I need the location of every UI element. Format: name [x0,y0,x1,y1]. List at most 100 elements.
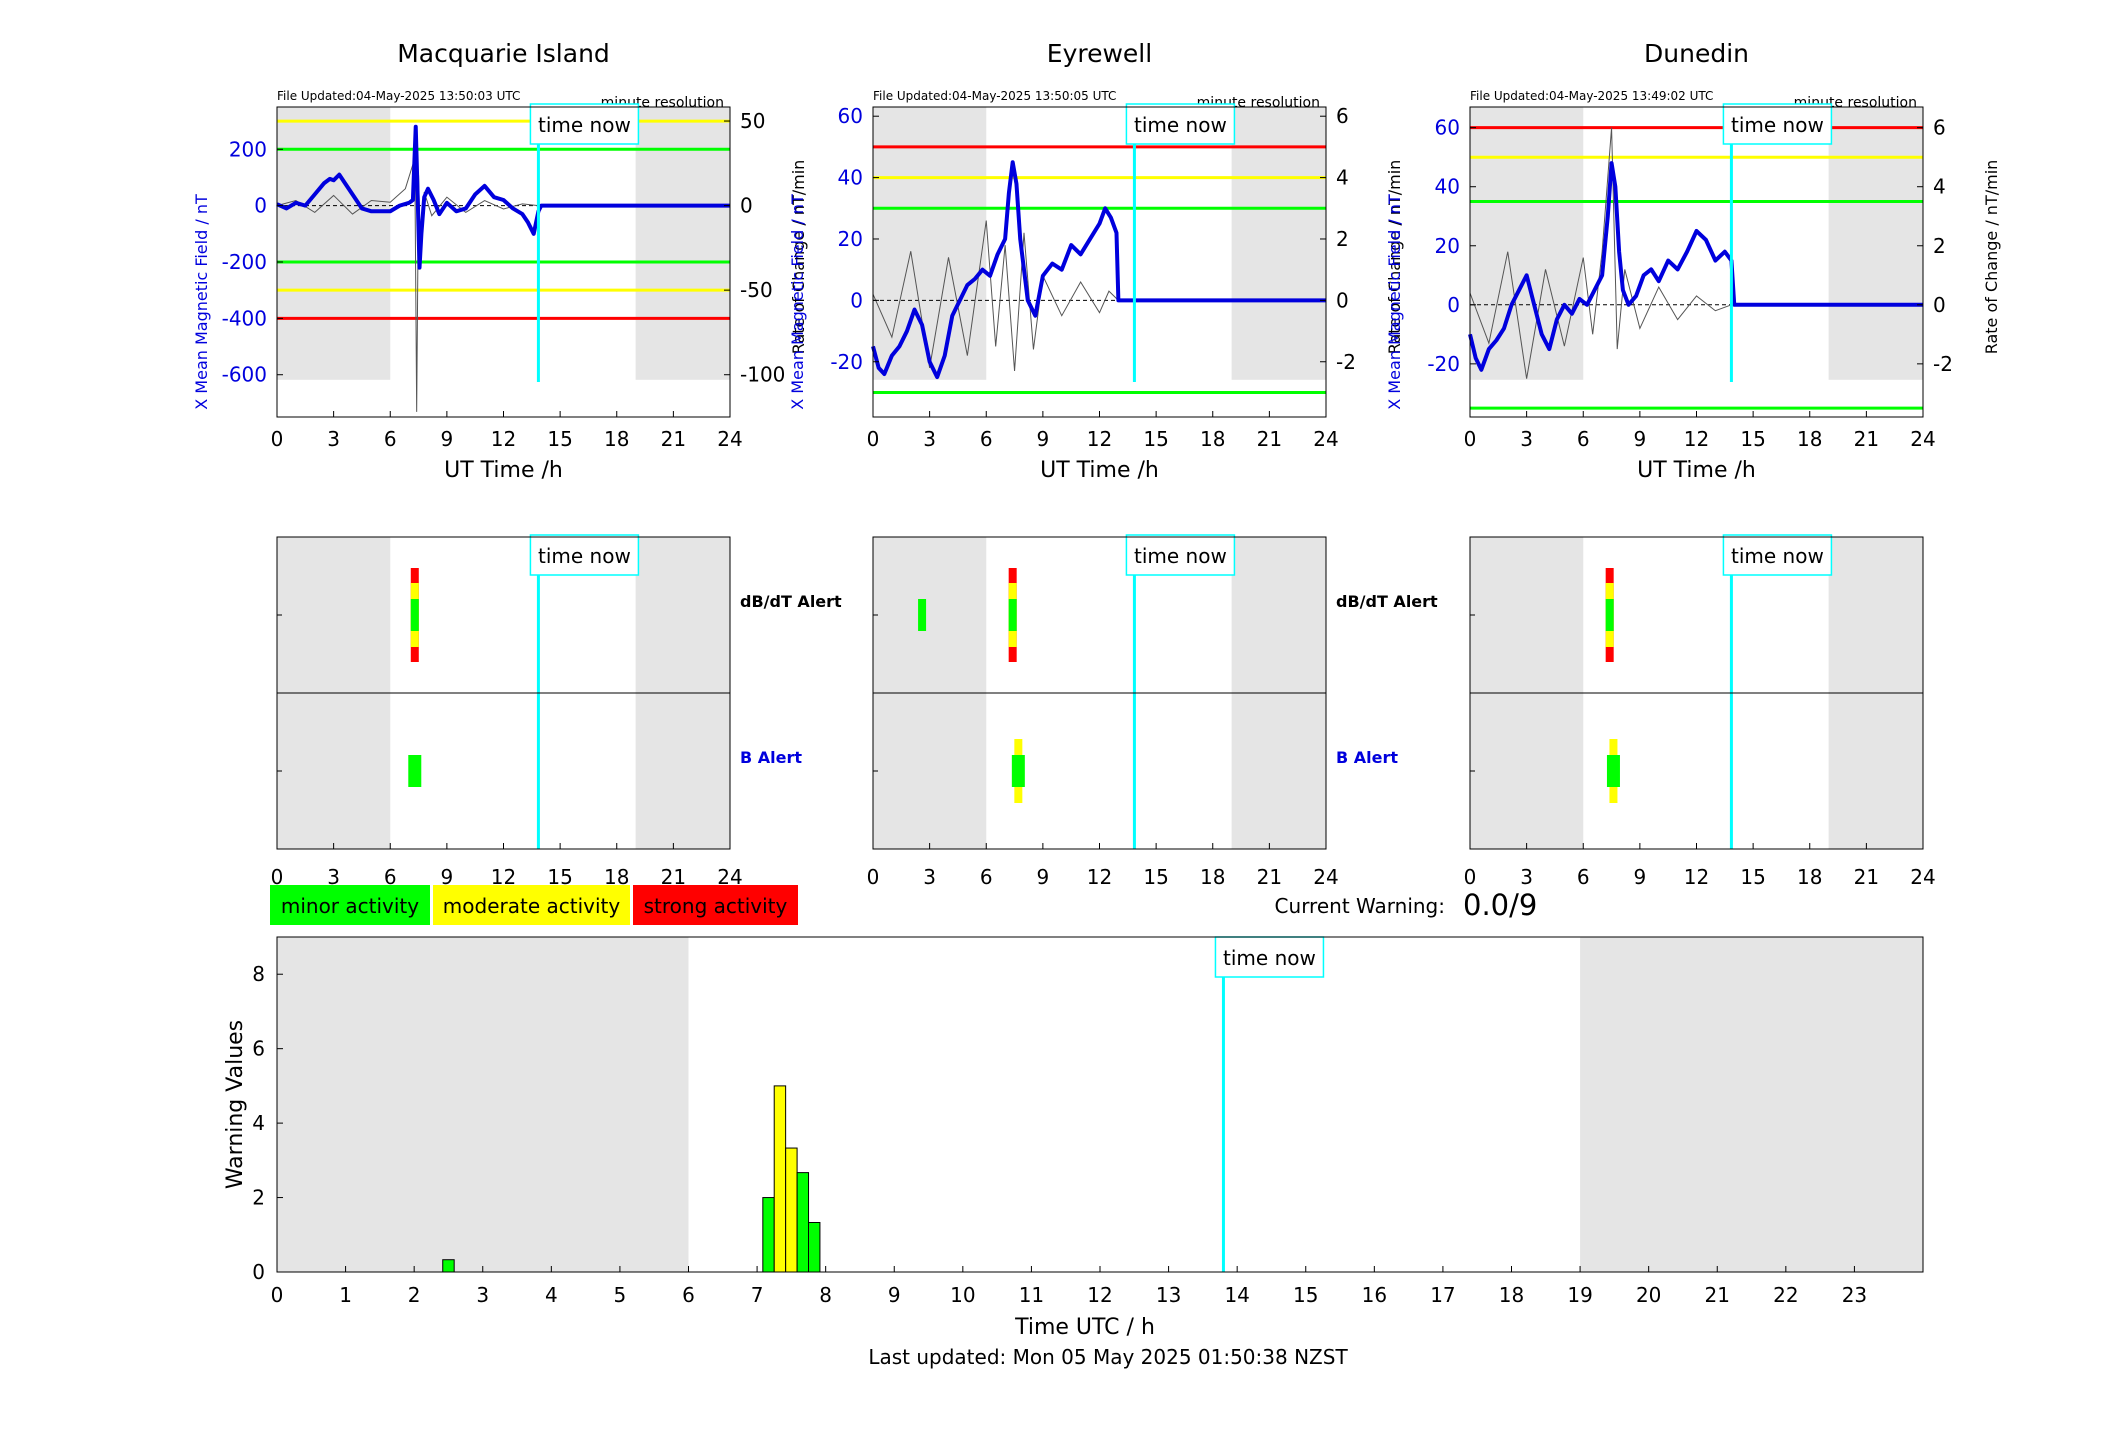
y-right-tick-label: -2 [1336,350,1356,374]
time-now-label-text: time now [1223,946,1316,970]
dbdt-alert-mark-green [1008,599,1017,631]
y-left-tick-label: -200 [222,250,267,274]
x-tick-label: 12 [1087,427,1112,451]
x-tick-label: 24 [1910,865,1935,889]
station-title: Eyrewell [1047,39,1152,68]
night-shading [1470,107,1584,380]
x-tick-label: 2 [408,1283,421,1307]
magnetic-field-series [871,160,1326,380]
time-now-label-text: time now [1731,544,1824,568]
magnetic-field-series [276,124,730,270]
x-tick-label: 6 [384,427,397,451]
warning-bar-0 [442,1259,455,1273]
y-left-tick-label: 0 [850,288,863,312]
x-tick-label: 9 [441,865,454,889]
current-warning-label: Current Warning: [1275,894,1445,918]
y-tick-label: 2 [252,1186,265,1210]
x-tick-label: 3 [923,865,936,889]
x-tick-label: 6 [1577,427,1590,451]
x-tick-label: 21 [1705,1283,1730,1307]
x-tick-label: 15 [1293,1283,1318,1307]
x-tick-label: 16 [1362,1283,1387,1307]
x-tick-label: 24 [1313,427,1338,451]
x-tick-label: 15 [547,427,572,451]
legend-label-1: moderate activity [443,894,621,918]
x-tick-label: 24 [717,427,742,451]
y-tick-label: 0 [252,1260,265,1284]
x-tick-label: 20 [1636,1283,1661,1307]
x-tick-label: 21 [1257,865,1282,889]
time-now-label-box [1125,534,1236,576]
y-right-tick-label: 2 [1933,234,1946,258]
dbdt-alert-mark-green [1605,599,1614,631]
rate-of-change-series [276,158,539,412]
y-right-tick-label: 0 [740,194,753,218]
x-tick-label: 9 [441,427,454,451]
x-tick-label: 15 [1143,427,1168,451]
y-left-tick-label: 60 [838,104,863,128]
time-now-label: time now [1214,936,1325,978]
x-tick-label: 0 [1464,865,1477,889]
y-right-axis-label: Rate of Change / nT/min [1982,160,2001,355]
x-tick-label: 9 [1037,865,1050,889]
x-tick-label: 15 [1143,865,1168,889]
time-now-label-text: time now [538,544,631,568]
time-now-label-box [529,534,640,576]
b-alert-mark-green [408,755,422,787]
x-tick-label: 18 [1200,865,1225,889]
x-axis-label: UT Time /h [1040,458,1159,483]
b-alert-row-label: B Alert [740,748,802,767]
x-tick-label: 23 [1842,1283,1867,1307]
legend-label-0: minor activity [281,894,419,918]
time-now-label: time now [1125,534,1236,576]
dbdt-alert-mark-green [918,599,927,631]
time-now-label-box [1722,534,1833,576]
legend-swatch-1 [433,885,630,925]
x-tick-label: 7 [751,1283,764,1307]
station-title: Dunedin [1644,39,1749,68]
x-tick-label: 6 [980,427,993,451]
x-tick-label: 18 [1200,427,1225,451]
x-tick-label: 12 [491,427,516,451]
dbdt-alert-row-label: dB/dT Alert [740,592,842,611]
x-axis-label: Time UTC / h [1014,1315,1155,1340]
y-left-tick-label: 200 [229,137,267,161]
time-now-label-text: time now [1731,113,1824,137]
night-shading [277,937,689,1272]
x-tick-label: 13 [1156,1283,1181,1307]
time-now-label-box [1125,103,1236,145]
time-now-label: time now [529,103,640,145]
x-tick-label: 1 [339,1283,352,1307]
y-right-tick-label: 4 [1336,166,1349,190]
warning-bar-2 [773,1085,787,1273]
night-shading [1231,107,1326,380]
y-left-axis-label: X Mean Magnetic Field / nT [788,194,807,410]
y-tick-label: 6 [252,1037,265,1061]
x-tick-label: 0 [271,865,284,889]
time-now-label-box [1722,103,1833,145]
y-right-axis-label: Rate of Change / nT/min [789,160,808,355]
night-shading [277,107,391,380]
y-left-tick-label: 40 [1435,175,1460,199]
warning-bar-4 [796,1172,810,1273]
legend-swatch-0 [270,885,430,925]
y-axis-label: Warning Values [223,1020,248,1189]
time-now-label-box [529,103,640,145]
y-left-tick-label: 0 [254,194,267,218]
x-tick-label: 0 [1464,427,1477,451]
x-tick-label: 21 [1854,427,1879,451]
y-left-tick-label: -20 [830,350,863,374]
y-left-tick-label: 40 [838,166,863,190]
y-left-tick-label: -400 [222,306,267,330]
magnetic-field-series [1468,161,1923,372]
night-shading [873,107,987,380]
x-tick-label: 21 [1257,427,1282,451]
legend-label-2: strong activity [644,894,788,918]
x-tick-label: 9 [888,1283,901,1307]
station-title: Macquarie Island [397,39,610,68]
warning-bar-3 [785,1147,798,1273]
time-now-label-text: time now [1134,113,1227,137]
file-updated-text: File Updated:04-May-2025 13:49:02 UTC [1470,89,1713,103]
x-tick-label: 22 [1773,1283,1798,1307]
x-tick-label: 12 [1684,865,1709,889]
